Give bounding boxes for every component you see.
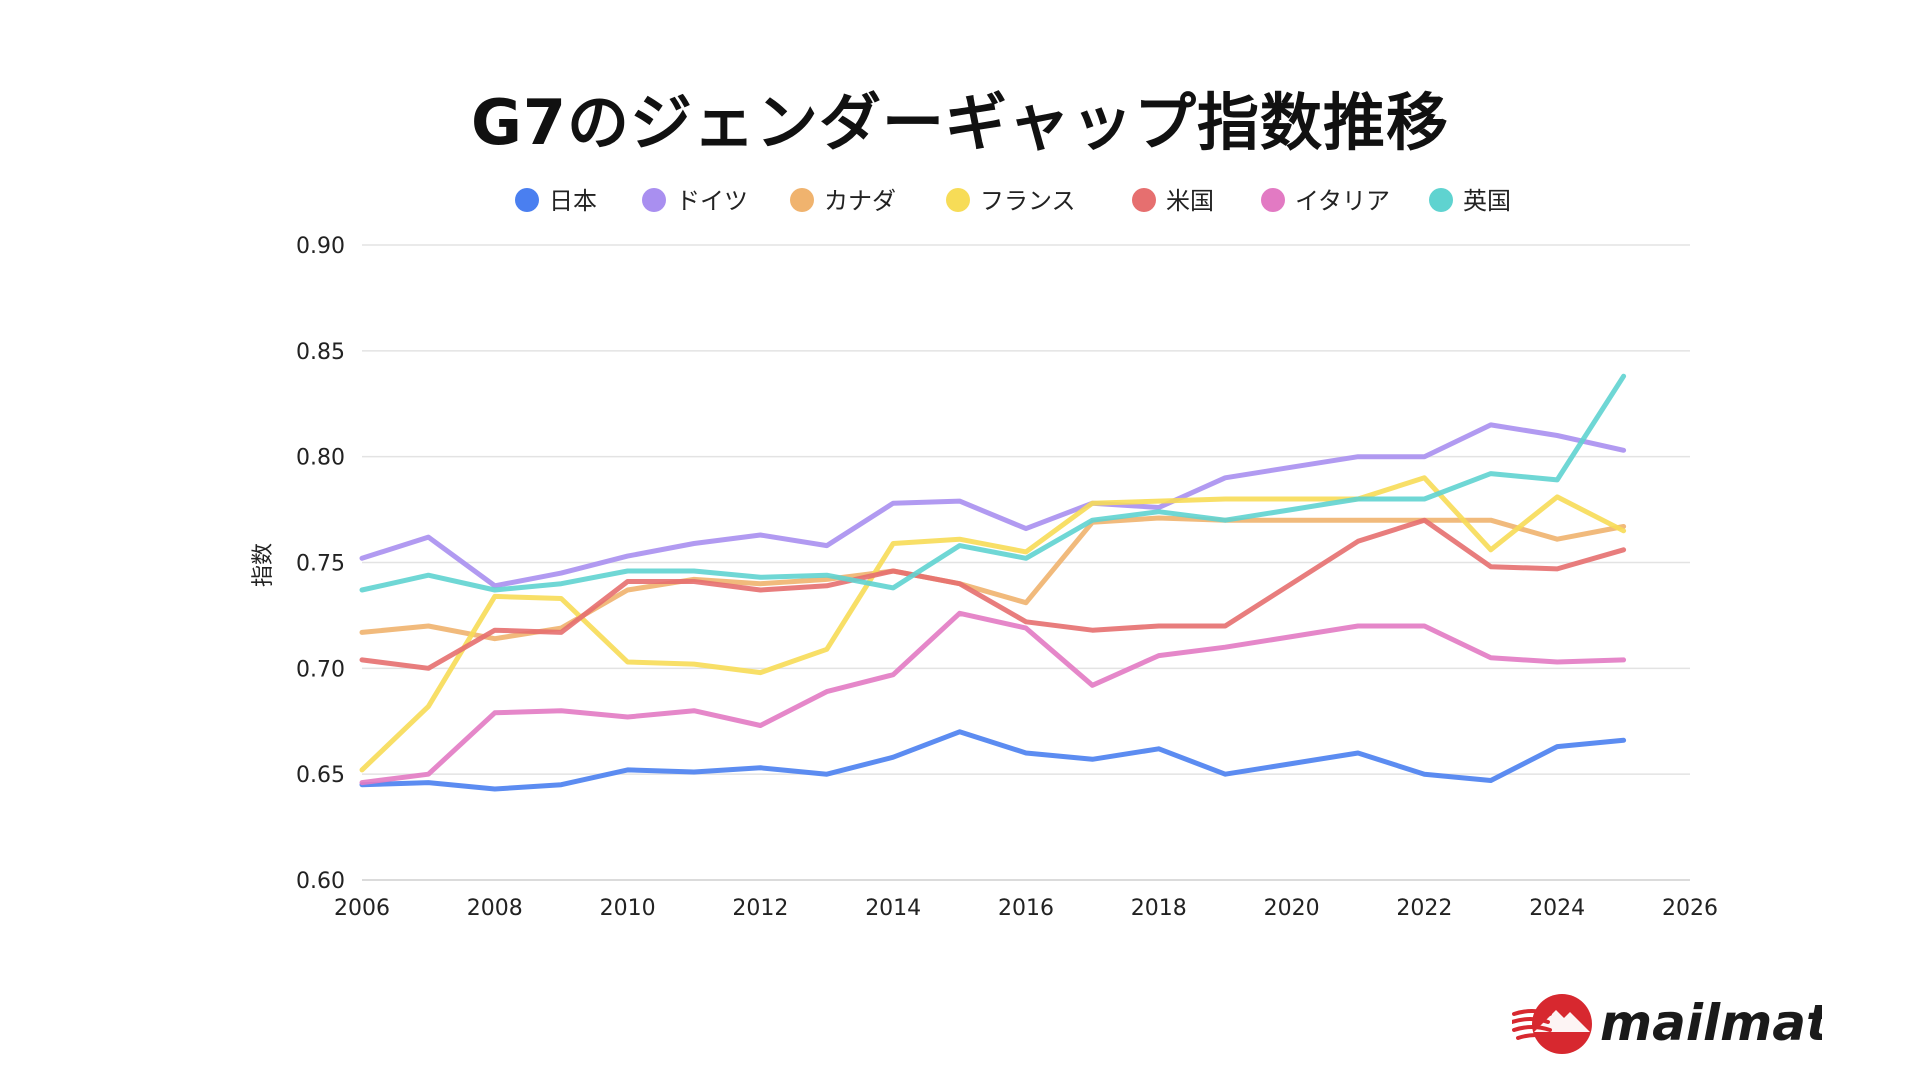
y-tick-label: 0.75 bbox=[296, 552, 345, 577]
y-axis-label: 指数 bbox=[251, 543, 276, 587]
legend-marker bbox=[946, 188, 970, 212]
mailmate-logo: mailmate bbox=[1512, 994, 1822, 1054]
series-line-5 bbox=[359, 610, 1627, 786]
legend-marker bbox=[642, 188, 666, 212]
legend-label: イタリア bbox=[1295, 187, 1390, 215]
x-tick-label: 2018 bbox=[1131, 896, 1187, 921]
x-tick-label: 2006 bbox=[334, 896, 390, 921]
legend-marker bbox=[1132, 188, 1156, 212]
x-axis: 2006 2008 2010 2012 2014 2016 2018 2020 2022 2024… bbox=[334, 896, 1718, 921]
x-tick-label: 2010 bbox=[600, 896, 656, 921]
y-tick-label: 0.85 bbox=[296, 340, 345, 365]
legend-label: カナダ bbox=[824, 187, 896, 215]
chart-title: G7のジェンダーギャップ指数推移 bbox=[470, 86, 1450, 159]
x-tick-label: 2026 bbox=[1662, 896, 1718, 921]
x-tick-label: 2016 bbox=[998, 896, 1054, 921]
x-tick-label: 2014 bbox=[865, 896, 921, 921]
legend-label: ドイツ bbox=[676, 187, 748, 215]
logo-text: mailmate bbox=[1600, 994, 1822, 1052]
mountain-logo-icon bbox=[1512, 994, 1592, 1054]
y-tick-label: 0.80 bbox=[296, 446, 345, 471]
legend-marker bbox=[790, 188, 814, 212]
y-axis: 0.60 0.65 0.70 0.75 0.80 0.85 0.90 bbox=[296, 234, 345, 894]
series-line-1 bbox=[359, 422, 1627, 589]
legend-marker bbox=[1261, 188, 1285, 212]
legend-label: 米国 bbox=[1166, 187, 1214, 215]
x-tick-label: 2012 bbox=[732, 896, 788, 921]
legend: 日本 ドイツ カナダ フランス 米国 イタリア 英国 bbox=[515, 187, 1511, 215]
legend-marker bbox=[1429, 188, 1453, 212]
legend-marker bbox=[515, 188, 539, 212]
gridlines bbox=[362, 244, 1690, 881]
series-line-6 bbox=[359, 373, 1627, 593]
y-tick-label: 0.65 bbox=[296, 763, 345, 788]
x-tick-label: 2020 bbox=[1264, 896, 1320, 921]
series-line-0 bbox=[359, 729, 1627, 792]
series-line-3 bbox=[359, 475, 1627, 773]
series-lines bbox=[359, 373, 1627, 792]
x-tick-label: 2022 bbox=[1396, 896, 1452, 921]
x-tick-label: 2008 bbox=[467, 896, 523, 921]
legend-label: 英国 bbox=[1463, 187, 1511, 215]
legend-label: フランス bbox=[980, 187, 1076, 215]
legend-label: 日本 bbox=[549, 187, 597, 215]
y-tick-label: 0.90 bbox=[296, 234, 345, 259]
x-tick-label: 2024 bbox=[1529, 896, 1585, 921]
y-tick-label: 0.70 bbox=[296, 657, 345, 682]
y-tick-label: 0.60 bbox=[296, 869, 345, 894]
series-line-4 bbox=[359, 517, 1627, 671]
